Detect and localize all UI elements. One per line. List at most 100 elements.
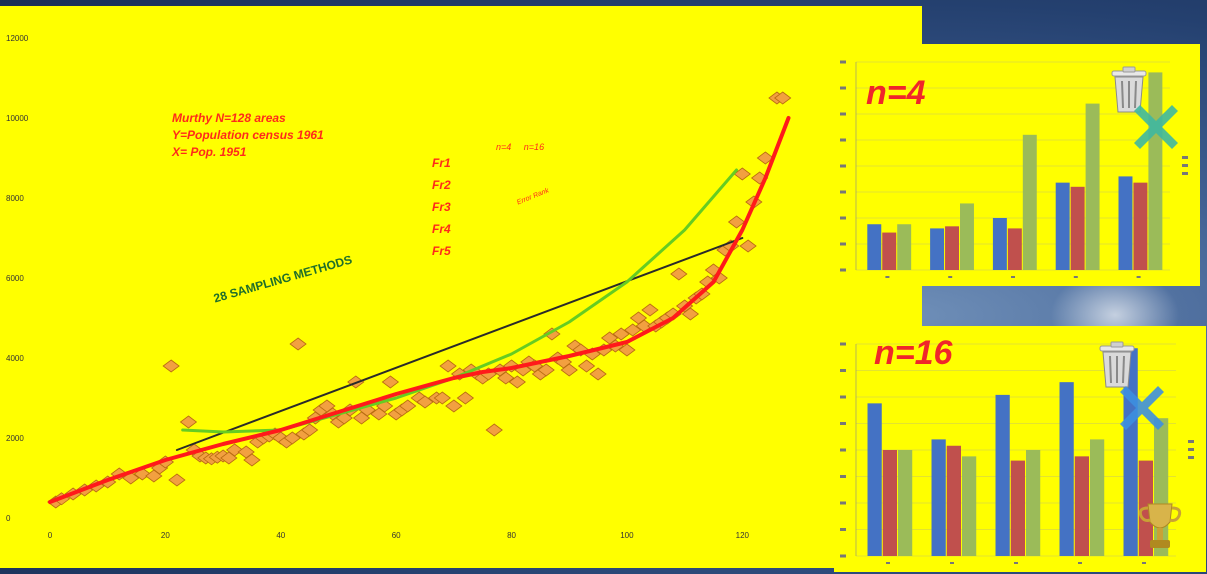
bar-tick-mark bbox=[840, 369, 846, 372]
bar-tick-mark bbox=[840, 422, 846, 425]
scatter-point bbox=[179, 415, 198, 429]
note-line-2: Y=Population census 1961 bbox=[172, 128, 324, 142]
scatter-point bbox=[399, 399, 417, 413]
fr-label-5: Fr5 bbox=[432, 244, 451, 258]
scatter-point bbox=[508, 375, 526, 389]
scatter-point bbox=[774, 91, 792, 105]
note-line-3: X= Pop. 1951 bbox=[172, 145, 247, 159]
bar-tick-mark bbox=[840, 138, 846, 142]
bar-x-tick bbox=[1011, 276, 1015, 278]
y-tick-label: 12000 bbox=[6, 34, 29, 43]
main-chart-panel: 0 2000 4000 6000 8000 10000 12000 0 20 40 60 80 100 1… bbox=[0, 6, 922, 568]
bar-x-tick bbox=[885, 276, 890, 278]
note-line-1: Murthy N=128 areas bbox=[172, 111, 286, 125]
n16-title: n=16 bbox=[874, 334, 953, 372]
scatter-point bbox=[456, 391, 475, 405]
bar-tick-mark bbox=[840, 268, 846, 272]
y-tick-label: 2000 bbox=[6, 434, 24, 443]
scatter-point bbox=[122, 471, 140, 485]
scatter-point bbox=[283, 431, 301, 445]
scatter-point bbox=[756, 151, 775, 165]
bar bbox=[995, 394, 1010, 556]
cross-icon[interactable] bbox=[1118, 384, 1166, 432]
trend-line-polynomial bbox=[48, 116, 791, 504]
bar bbox=[930, 228, 945, 270]
bar-x-tick bbox=[886, 562, 890, 564]
legend-mark bbox=[1182, 164, 1188, 167]
y-tick-label: 8000 bbox=[6, 194, 24, 203]
trophy-icon bbox=[1138, 503, 1182, 548]
bar bbox=[882, 450, 897, 556]
x-tick-label: 0 bbox=[48, 531, 53, 540]
y-tick-label: 6000 bbox=[6, 274, 24, 283]
scatter-point bbox=[537, 363, 555, 377]
scatter-point bbox=[624, 323, 642, 337]
bar bbox=[1022, 134, 1037, 270]
bar-x-tick bbox=[1014, 562, 1018, 564]
bar-tick-mark bbox=[840, 112, 846, 116]
scatter-point bbox=[577, 359, 596, 373]
bar-x-tick bbox=[948, 276, 953, 278]
legend-mark bbox=[1182, 172, 1188, 175]
bar-tick-mark bbox=[840, 475, 846, 478]
scatter-point bbox=[733, 167, 751, 181]
y-tick-label: 4000 bbox=[6, 354, 24, 363]
fr-label-2: Fr2 bbox=[432, 178, 451, 192]
trend-line-exponential bbox=[181, 168, 738, 434]
trash-icon[interactable] bbox=[1110, 66, 1148, 114]
legend-mark bbox=[1188, 456, 1194, 459]
bar-tick-mark bbox=[840, 86, 846, 90]
scatter-point bbox=[670, 267, 688, 281]
bar-tick-mark bbox=[840, 342, 846, 346]
scatter-point bbox=[168, 473, 186, 487]
trend-line-linear bbox=[175, 237, 744, 451]
bar-x-tick bbox=[1136, 276, 1141, 278]
bar bbox=[992, 218, 1007, 270]
bar bbox=[1025, 450, 1041, 556]
fr-list: Fr1 Fr2 Fr3 Fr4 Fr5 bbox=[432, 152, 451, 262]
scatter-point bbox=[445, 399, 463, 413]
fr-label-3: Fr3 bbox=[432, 200, 451, 214]
scatter-point bbox=[289, 337, 307, 351]
bar bbox=[897, 224, 912, 270]
bar bbox=[897, 450, 913, 556]
y-tick-label: 0 bbox=[6, 514, 11, 523]
x-tick-label: 20 bbox=[161, 531, 170, 540]
bar bbox=[946, 445, 961, 556]
scatter-point bbox=[300, 423, 319, 437]
notes-block: Murthy N=128 areas Y=Population census 1… bbox=[172, 110, 324, 161]
bar bbox=[1133, 182, 1148, 270]
bar bbox=[1059, 382, 1074, 556]
scatter-point bbox=[243, 453, 261, 467]
bar bbox=[867, 403, 882, 556]
bar bbox=[1074, 456, 1089, 556]
fr-label-4: Fr4 bbox=[432, 222, 451, 236]
scatter-point bbox=[225, 443, 244, 457]
trash-icon[interactable] bbox=[1098, 340, 1136, 390]
n4-title: n=4 bbox=[866, 74, 926, 112]
scatter-point bbox=[727, 215, 746, 229]
bar bbox=[1055, 182, 1070, 270]
bar-tick-mark bbox=[840, 528, 846, 531]
bar-tick-mark bbox=[840, 448, 846, 452]
bar-tick-mark bbox=[840, 190, 846, 194]
scatter-point bbox=[739, 239, 757, 253]
bar-tick-mark bbox=[840, 60, 846, 64]
cross-icon[interactable] bbox=[1132, 103, 1180, 151]
bar bbox=[1085, 103, 1100, 270]
bar-tick-mark bbox=[840, 164, 846, 168]
legend-mark bbox=[1188, 448, 1194, 451]
bar bbox=[931, 439, 946, 556]
main-scatter-chart: 0 2000 4000 6000 8000 10000 12000 0 20 40 60 80 100 1… bbox=[6, 34, 792, 540]
bar bbox=[1089, 439, 1105, 556]
bar bbox=[1010, 460, 1025, 556]
bar bbox=[882, 232, 897, 270]
x-tick-label: 80 bbox=[507, 531, 516, 540]
scatter-point bbox=[681, 307, 700, 321]
bar-x-tick bbox=[1078, 562, 1082, 564]
scatter-point bbox=[439, 359, 457, 373]
n-header: n=4 n=16 bbox=[496, 142, 554, 152]
x-tick-label: 100 bbox=[620, 531, 634, 540]
scatter-point bbox=[589, 367, 607, 381]
bar-x-tick bbox=[1142, 562, 1146, 564]
